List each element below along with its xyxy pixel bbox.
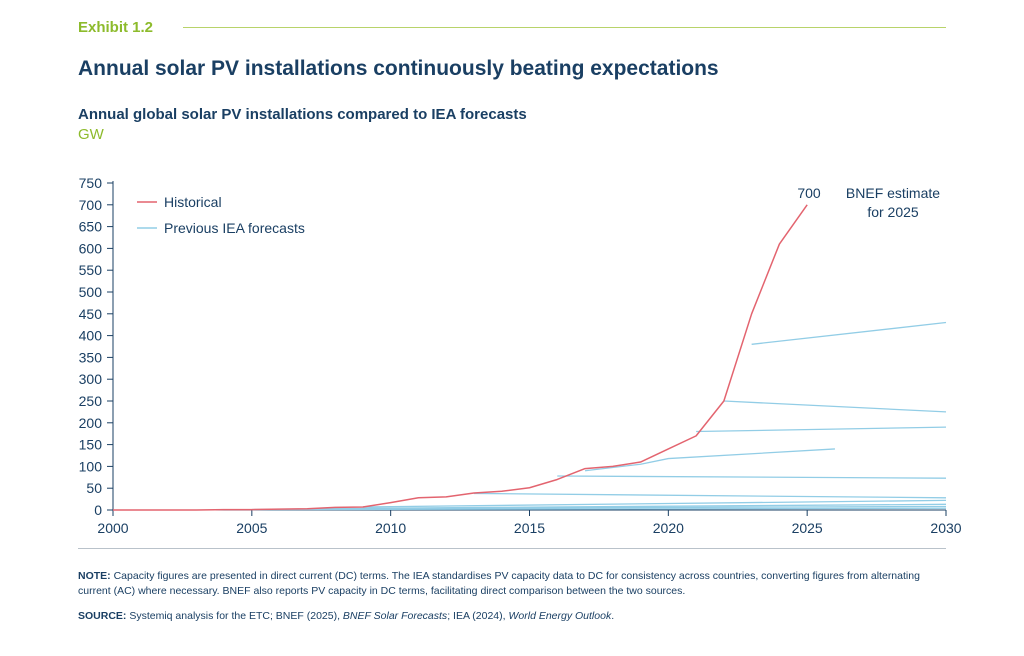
annotation-value-700: 700 bbox=[797, 185, 821, 201]
source-text-3: . bbox=[611, 610, 615, 622]
forecast-line-4 bbox=[584, 448, 835, 472]
forecast-line-6 bbox=[473, 492, 947, 499]
chart-unit: GW bbox=[78, 126, 104, 143]
y-tick-label: 500 bbox=[79, 284, 103, 300]
note-text: Capacity figures are presented in direct… bbox=[78, 570, 920, 597]
legend-label-forecasts: Previous IEA forecasts bbox=[164, 220, 305, 236]
forecast-line-10 bbox=[251, 507, 947, 511]
y-tick-label: 250 bbox=[79, 393, 103, 409]
x-tick-label: 2030 bbox=[930, 520, 961, 536]
annotation-bnef-line-1: BNEF estimate bbox=[846, 185, 940, 201]
source-text-1: Systemiq analysis for the ETC; BNEF (202… bbox=[126, 610, 343, 622]
footer-divider bbox=[78, 548, 946, 549]
page-title: Annual solar PV installations continuous… bbox=[78, 57, 719, 80]
x-tick-label: 2000 bbox=[97, 520, 128, 536]
y-tick-label: 100 bbox=[79, 458, 103, 474]
exhibit-label: Exhibit 1.2 bbox=[78, 19, 154, 36]
y-tick-label: 150 bbox=[79, 437, 103, 453]
x-tick-label: 2025 bbox=[792, 520, 823, 536]
y-tick-label: 750 bbox=[79, 175, 103, 191]
source-title-bnef: BNEF Solar Forecasts bbox=[342, 610, 448, 622]
y-tick-label: 0 bbox=[94, 502, 102, 518]
y-tick-label: 400 bbox=[79, 328, 103, 344]
source-label: SOURCE: bbox=[78, 610, 127, 622]
chart-title: Annual global solar PV installations com… bbox=[78, 106, 527, 123]
source-text-2: ; IEA (2024), bbox=[447, 610, 509, 622]
forecast-line-5 bbox=[557, 475, 947, 479]
note-label: NOTE: bbox=[78, 570, 111, 582]
forecast-line-1 bbox=[751, 321, 947, 345]
x-tick-label: 2020 bbox=[653, 520, 684, 536]
source-title-weo: World Energy Outlook bbox=[508, 610, 612, 622]
forecast-line-3 bbox=[696, 426, 947, 433]
y-tick-label: 350 bbox=[79, 349, 103, 365]
y-tick-label: 300 bbox=[79, 371, 103, 387]
y-tick-label: 600 bbox=[79, 240, 103, 256]
x-tick-label: 2005 bbox=[236, 520, 267, 536]
y-tick-label: 650 bbox=[79, 219, 103, 235]
legend-label-historical: Historical bbox=[164, 194, 222, 210]
forecast-line-7 bbox=[362, 499, 947, 508]
y-tick-label: 700 bbox=[79, 197, 103, 213]
exhibit-divider bbox=[183, 27, 946, 28]
y-tick-label: 550 bbox=[79, 262, 103, 278]
x-tick-label: 2010 bbox=[375, 520, 406, 536]
chart-source: SOURCE: Systemiq analysis for the ETC; B… bbox=[78, 610, 948, 622]
forecast-line-2 bbox=[723, 400, 947, 413]
historical-line bbox=[113, 204, 808, 511]
y-tick-label: 200 bbox=[79, 415, 103, 431]
y-tick-label: 50 bbox=[86, 480, 102, 496]
y-tick-label: 450 bbox=[79, 306, 103, 322]
x-tick-label: 2015 bbox=[514, 520, 545, 536]
annotation-bnef-line-2: for 2025 bbox=[867, 204, 919, 220]
forecast-line-9 bbox=[307, 505, 947, 510]
chart-note: NOTE: Capacity figures are presented in … bbox=[78, 569, 948, 598]
